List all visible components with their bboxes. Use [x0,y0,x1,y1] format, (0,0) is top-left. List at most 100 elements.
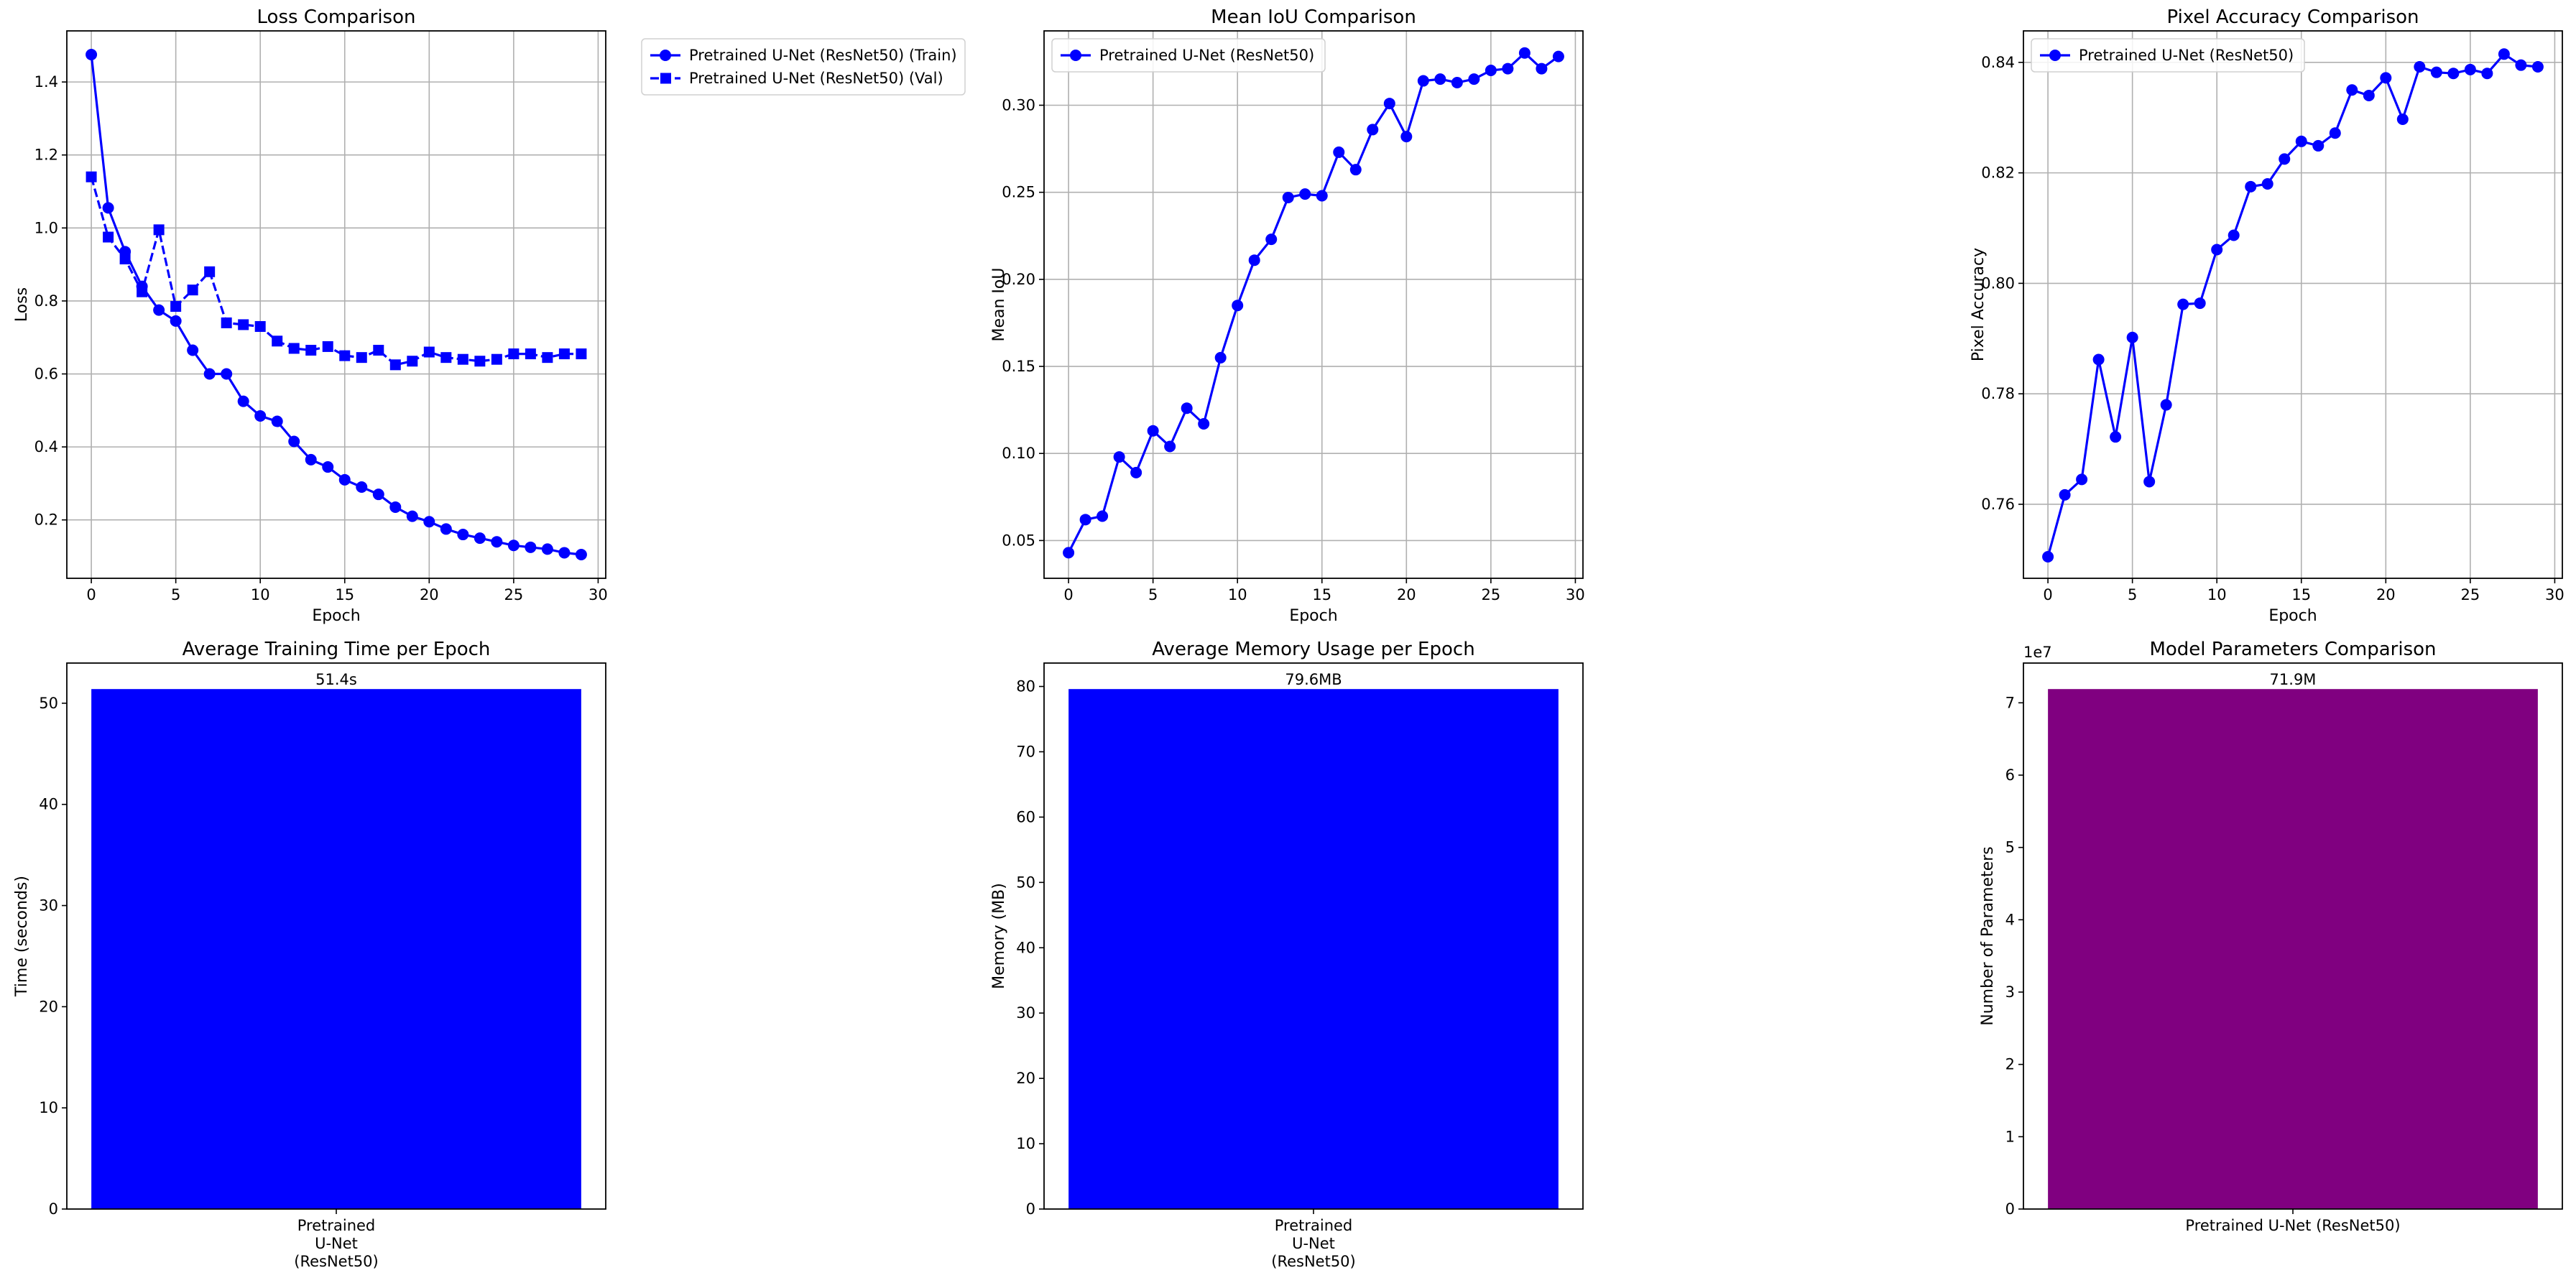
data-point [2261,177,2273,190]
y-tick-label: 0.25 [1002,184,1035,201]
data-point [2414,60,2426,73]
data-point [1113,451,1125,463]
data-point [102,202,114,214]
y-tick-label: 30 [1016,1004,1035,1022]
y-tick-label: 0.15 [1002,358,1035,375]
bar [1068,689,1559,1209]
legend-marker [2049,50,2061,61]
legend-marker [660,73,671,84]
data-point [2396,114,2409,126]
chart-params: 71.9M Pretrained U-Net (ResNet50) 0 1 2 3 4 5 6 7… [1979,639,2563,1234]
data-point [389,359,401,371]
y-axis-label: Number of Parameters [1979,846,1997,1026]
data-point [238,319,249,330]
data-point [2279,153,2291,165]
data-point [237,395,249,407]
x-tick-label: 0 [1063,586,1073,603]
y-tick-label: 70 [1016,743,1035,760]
data-point [576,348,587,360]
y-tick-label: 3 [2005,983,2015,1001]
x-tick-label: (ResNet50) [294,1253,378,1270]
chart-loss: 0 5 10 15 20 25 30 0.2 0.4 0.6 0.8 1.0 1.2 1.4 Epoch Pr… [13,6,966,625]
y-tick-label: 0.4 [34,438,58,455]
y-tick-label: 1 [2005,1128,2015,1145]
legend: Pretrained U-Net (ResNet50) [2031,38,2305,73]
x-tick-label: 25 [504,586,523,603]
data-point [1063,547,1075,559]
y-tick-label: 80 [1016,678,1035,695]
data-point [86,49,98,61]
y-tick-label: 0 [1026,1200,1035,1218]
data-point [2211,244,2223,256]
data-point [457,529,469,541]
bars: 51.4s [91,671,581,1209]
x-tick-label: 5 [171,586,180,603]
series-1 [86,171,587,371]
x-tick-label: 15 [335,586,354,603]
data-point [187,344,199,356]
y-axis-label: Memory (MB) [990,883,1008,989]
data-point [407,356,418,367]
data-point [2363,89,2375,101]
data-point [305,345,317,356]
data-point [1383,98,1395,110]
gridlines [2023,31,2562,578]
legend-marker [1070,50,1081,61]
x-tick-label: 30 [1566,586,1585,603]
data-point [542,352,553,364]
data-point [525,348,536,360]
data-point [1316,190,1328,202]
data-point [221,368,233,380]
data-point [440,352,452,364]
data-point [474,356,486,367]
data-point [1451,76,1463,88]
data-point [1518,47,1531,59]
data-point [2245,180,2257,193]
data-point [2346,84,2358,96]
legend-label: Pretrained U-Net (ResNet50) (Val) [689,70,943,87]
x-tick-label: Pretrained U-Net (ResNet50) [2185,1217,2400,1234]
data-point [2143,476,2156,488]
data-point [2059,488,2071,501]
y-tick-label: 0.2 [34,511,58,529]
data-point [1333,146,1345,158]
x-tick-label: 5 [2128,586,2137,603]
chart-iou: 0 5 10 15 20 25 30 0.05 0.10 0.15 0.20 0.25 0.30 Epoc… [990,6,1585,625]
y-tick-label: 7 [2005,694,2015,711]
data-point [2177,298,2189,310]
x-axis-label: Epoch [2268,607,2317,625]
data-point [2160,399,2172,411]
y-tick-label: 60 [1016,808,1035,825]
axes-frame [2023,662,2563,1210]
data-point [356,481,368,493]
chart-title: Pixel Accuracy Comparison [2166,6,2419,28]
y-tick-label: 10 [39,1099,58,1116]
x-tick-label: 20 [1397,586,1416,603]
y-tick-label: 40 [39,796,58,813]
data-point [339,350,351,361]
x-tick-label: 5 [1148,586,1158,603]
y-tick-label: 1.4 [34,73,58,91]
data-point [2312,139,2325,152]
data-point [525,541,537,553]
data-point [1502,62,1514,75]
data-point [170,301,182,312]
data-point [1552,50,1564,62]
data-point [558,547,571,559]
legend-label: Pretrained U-Net (ResNet50) [2079,47,2294,64]
y-tick-label: 20 [39,998,58,1015]
data-point [137,286,148,297]
legend-label: Pretrained U-Net (ResNet50) (Train) [689,47,957,64]
data-point [440,523,452,535]
y-tick-label: 0.84 [1981,54,2015,71]
bar [91,689,581,1209]
bar-value-label: 51.4s [315,671,357,688]
data-point [423,346,435,358]
y-tick-label: 50 [39,695,58,712]
data-point [1265,233,1278,246]
y-tick-label: 1.0 [34,219,58,236]
data-point [153,304,165,316]
data-point [507,540,520,552]
series-line [1067,51,1559,554]
